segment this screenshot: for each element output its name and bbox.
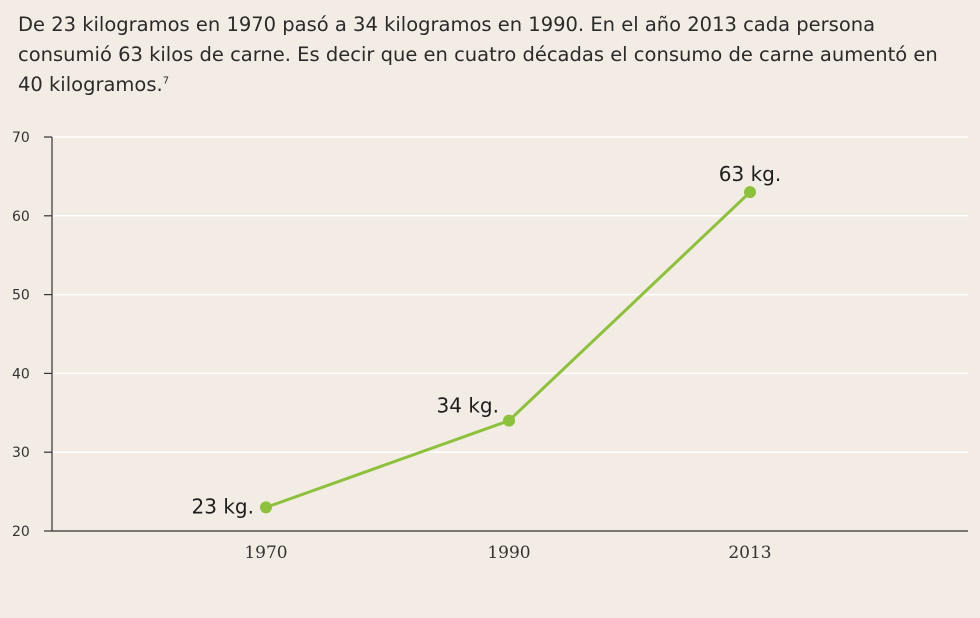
footnote-marker: 7 [162, 75, 170, 87]
data-label-2013: 63 kg. [719, 162, 781, 186]
x-tick-label-1970: 1970 [244, 543, 287, 563]
data-labels: 23 kg. 34 kg. 63 kg. [192, 162, 782, 518]
intro-text: De 23 kilogramos en 1970 pasó a 34 kilog… [18, 13, 938, 96]
series [260, 186, 756, 514]
y-tick-label-20: 20 [12, 524, 30, 540]
data-point-1990 [503, 414, 515, 427]
data-label-1970: 23 kg. [192, 494, 254, 518]
y-tick-label-60: 60 [12, 209, 30, 225]
data-point-2013 [744, 186, 756, 199]
y-tick-label-40: 40 [12, 366, 30, 382]
data-label-1990: 34 kg. [437, 394, 499, 418]
intro-paragraph: De 23 kilogramos en 1970 pasó a 34 kilog… [18, 10, 968, 100]
x-tick-label-2013: 2013 [728, 543, 771, 563]
grid-lines [52, 136, 968, 453]
x-tick-label-1990: 1990 [487, 543, 530, 563]
y-tick-labels: 20 30 40 50 60 70 [12, 130, 30, 540]
y-tick-label-50: 50 [12, 288, 30, 304]
x-tick-labels: 1970 1990 2013 [244, 543, 771, 563]
series-line [265, 191, 752, 509]
data-point-1970 [260, 501, 272, 514]
axes [44, 136, 968, 532]
y-tick-label-70: 70 [12, 130, 30, 146]
y-tick-label-30: 30 [12, 445, 30, 461]
